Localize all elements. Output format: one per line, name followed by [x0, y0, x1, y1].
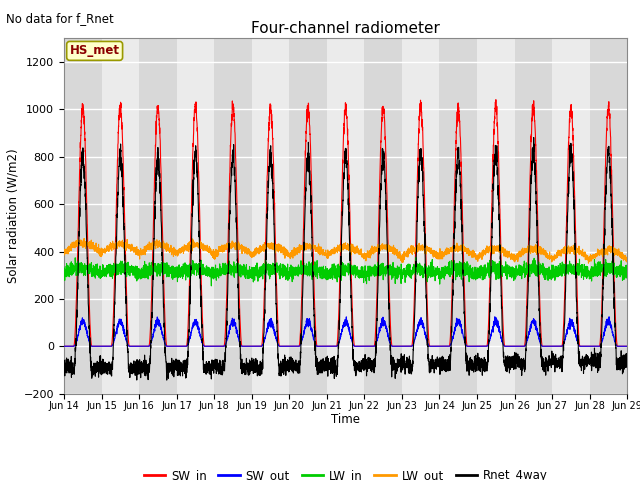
Title: Four-channel radiometer: Four-channel radiometer [251, 21, 440, 36]
Bar [440, 38, 477, 394]
Bar [139, 38, 177, 394]
X-axis label: Time: Time [331, 413, 360, 426]
Bar [589, 38, 627, 394]
Legend: SW_in, SW_out, LW_in, LW_out, Rnet_4way: SW_in, SW_out, LW_in, LW_out, Rnet_4way [139, 465, 552, 480]
Bar [364, 38, 402, 394]
Bar [64, 38, 102, 394]
Bar [214, 38, 252, 394]
Bar [289, 38, 327, 394]
Text: No data for f_Rnet: No data for f_Rnet [6, 12, 114, 25]
Y-axis label: Solar radiation (W/m2): Solar radiation (W/m2) [6, 149, 20, 283]
Text: HS_met: HS_met [70, 44, 120, 58]
Bar [515, 38, 552, 394]
